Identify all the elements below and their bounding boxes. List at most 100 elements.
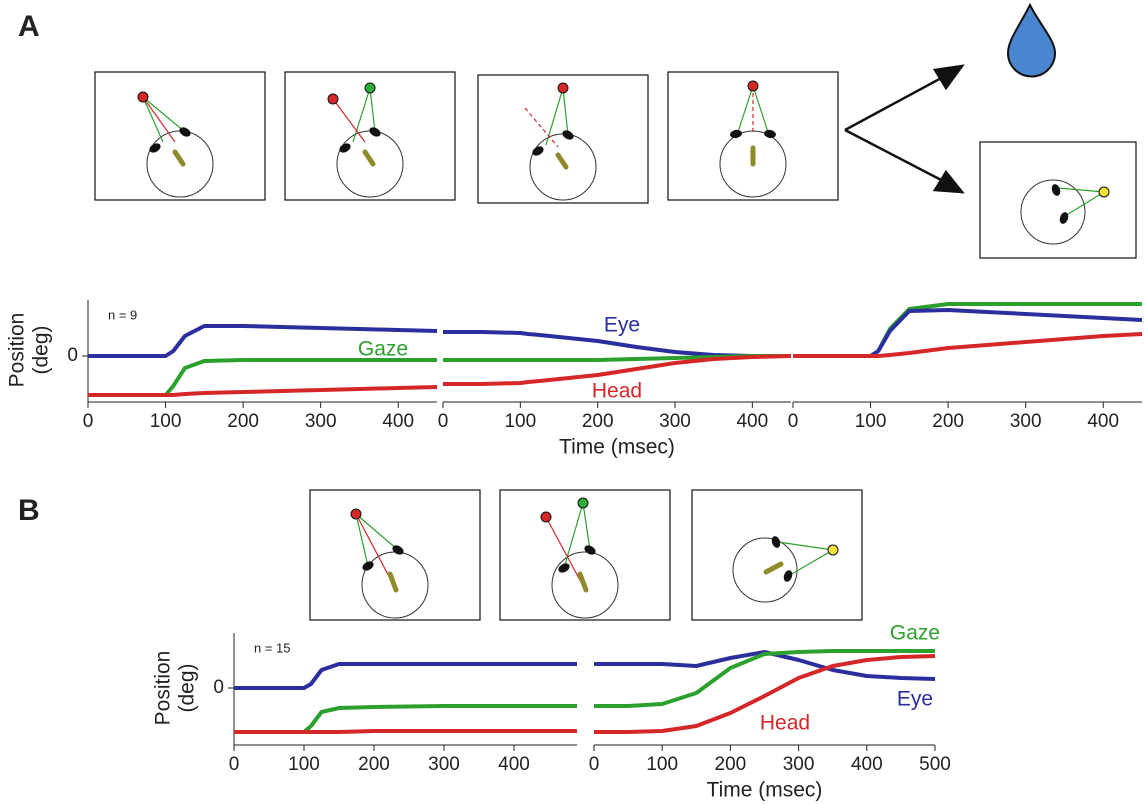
- x-tick-label: 300: [305, 411, 337, 432]
- x-tick-label: 0: [438, 411, 449, 432]
- schematic-frame: [94, 71, 266, 201]
- eye: [558, 563, 570, 573]
- target: [540, 511, 552, 523]
- trace: [594, 654, 936, 734]
- schematic: [94, 71, 266, 201]
- series-label: Head: [760, 712, 810, 735]
- sight-line: [355, 513, 394, 585]
- target: [137, 91, 149, 103]
- x-tick-label: 300: [1010, 411, 1042, 432]
- eye: [532, 146, 544, 156]
- sight-line: [369, 87, 376, 133]
- x-tick-label: 200: [358, 754, 390, 775]
- eye: [149, 143, 161, 153]
- trace: [88, 385, 438, 397]
- annotation: n = 15: [254, 640, 291, 655]
- series-label: Gaze: [358, 338, 408, 361]
- panel-label: B: [18, 494, 40, 527]
- trace: [793, 308, 1143, 358]
- x-tick-label: 200: [932, 411, 964, 432]
- head-stick: [387, 571, 399, 593]
- target: [350, 508, 362, 520]
- schematic-frame: [477, 74, 649, 204]
- x-tick-label: 400: [851, 754, 883, 775]
- target: [327, 93, 339, 105]
- schematic: [691, 489, 863, 621]
- x-tick-label: 400: [382, 411, 414, 432]
- series-label: Eye: [897, 688, 933, 711]
- sight-line: [352, 87, 371, 143]
- eye: [1051, 184, 1061, 196]
- y-axis-label: Position: [152, 651, 175, 726]
- sight-line: [737, 85, 754, 133]
- x-tick-label: 100: [855, 411, 887, 432]
- sight-line: [355, 513, 399, 551]
- target: [557, 82, 569, 94]
- schematic: [309, 489, 481, 621]
- sight-line: [752, 85, 769, 133]
- reward-drop: [1006, 2, 1057, 78]
- x-tick-label: 400: [1087, 411, 1119, 432]
- sight-line: [1064, 191, 1105, 217]
- head: [732, 537, 798, 603]
- schematic: [477, 74, 649, 204]
- y-axis-label: (deg): [176, 663, 199, 712]
- x-tick-label: 200: [582, 411, 614, 432]
- panel-label: A: [18, 10, 40, 43]
- sight-line: [142, 96, 164, 143]
- eye: [369, 127, 381, 137]
- target: [577, 497, 589, 509]
- head-stick: [172, 149, 186, 167]
- head-stick: [763, 561, 784, 575]
- schematic: [284, 71, 456, 201]
- trace: [234, 729, 577, 734]
- x-tick-label: 300: [783, 754, 815, 775]
- x-axis-label: Time (msec): [559, 436, 675, 459]
- sight-line: [777, 541, 834, 551]
- sight-line: [582, 502, 591, 551]
- eye: [179, 127, 191, 137]
- sight-line: [332, 98, 366, 143]
- y-tick-label: 0: [67, 345, 78, 366]
- series-label: Eye: [604, 314, 640, 337]
- target: [827, 544, 839, 556]
- head-stick: [577, 571, 589, 593]
- eye: [392, 545, 404, 555]
- schematic: [499, 489, 671, 621]
- x-tick-label: 0: [788, 411, 799, 432]
- x-tick-label: 0: [229, 754, 240, 775]
- target: [364, 82, 376, 94]
- trace: [793, 332, 1143, 358]
- head: [551, 551, 619, 619]
- sight-line: [562, 87, 569, 136]
- target: [1098, 186, 1110, 198]
- eye: [339, 143, 351, 153]
- sight-line: [524, 107, 559, 148]
- trace: [443, 354, 792, 386]
- head-stick: [362, 149, 376, 167]
- eye: [562, 130, 574, 140]
- x-tick-label: 300: [659, 411, 691, 432]
- schematic: [979, 141, 1137, 259]
- x-tick-label: 500: [919, 754, 951, 775]
- trace: [234, 704, 577, 734]
- sight-line: [545, 516, 583, 585]
- y-axis-label: Position: [6, 313, 29, 388]
- x-tick-label: 100: [646, 754, 678, 775]
- annotation: n = 9: [108, 307, 137, 322]
- x-tick-label: 100: [288, 754, 320, 775]
- x-tick-label: 100: [504, 411, 536, 432]
- eye: [771, 536, 781, 548]
- eye: [584, 545, 596, 555]
- sight-line: [142, 96, 176, 143]
- sight-line: [1057, 187, 1105, 193]
- x-tick-label: 400: [736, 411, 768, 432]
- eye: [362, 561, 374, 571]
- arrows: [844, 64, 965, 194]
- eye: [730, 129, 742, 139]
- series-label: Head: [592, 380, 642, 403]
- sight-line: [789, 549, 834, 576]
- x-axis-label: Time (msec): [707, 779, 823, 802]
- schematic-frame: [691, 489, 863, 621]
